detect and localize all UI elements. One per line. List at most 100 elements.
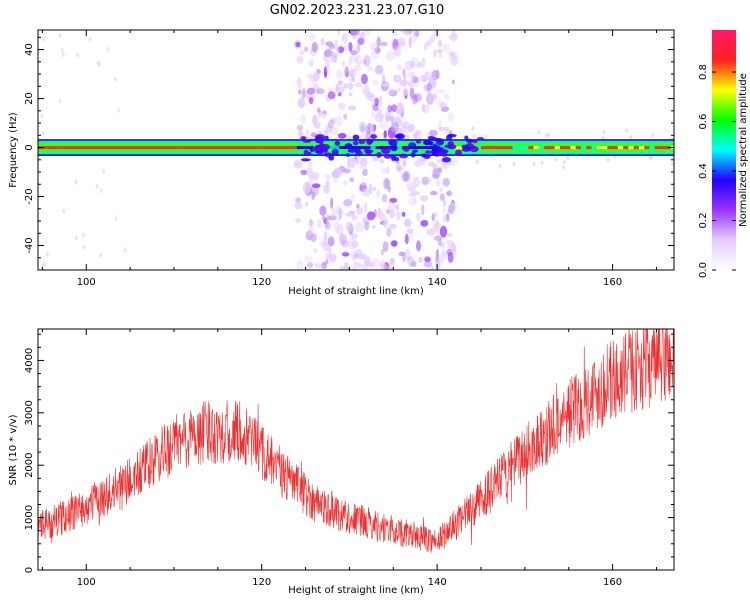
carrier-core xyxy=(496,146,503,150)
spectral-blob xyxy=(377,207,382,219)
carrier-core xyxy=(69,146,76,150)
spectral-blob xyxy=(310,172,320,181)
spectral-blob xyxy=(416,240,421,252)
spectral-blob xyxy=(437,39,443,48)
spectral-blob xyxy=(343,83,348,90)
carrier-blotch xyxy=(345,153,351,157)
y-tick-label: 3000 xyxy=(24,400,35,425)
spectral-blob xyxy=(347,157,351,169)
spectral-blob xyxy=(442,43,450,53)
spectral-blob xyxy=(435,248,440,260)
spectral-blob xyxy=(671,162,674,166)
spectral-blob xyxy=(41,131,45,137)
spectral-blob xyxy=(351,240,359,248)
carrier-blotch xyxy=(432,143,438,149)
carrier-core xyxy=(122,146,128,150)
spectral-blob xyxy=(396,162,401,172)
spectral-blob xyxy=(40,113,44,119)
carrier-core xyxy=(359,146,366,150)
spectral-blob xyxy=(297,97,306,108)
spectral-blob xyxy=(512,162,516,167)
carrier-core xyxy=(138,146,144,150)
colorbar-tick-label: 0.0 xyxy=(698,262,709,278)
spectral-blob xyxy=(325,58,330,70)
carrier-core xyxy=(549,146,555,150)
spectral-blob xyxy=(428,161,436,167)
spectral-blob xyxy=(421,204,425,216)
spectral-blob xyxy=(389,209,395,219)
carrier-core xyxy=(338,146,345,150)
carrier-core xyxy=(264,146,270,150)
carrier-blotch xyxy=(477,137,485,141)
carrier-core xyxy=(354,146,361,150)
spectral-blob xyxy=(335,115,343,127)
spectral-blob xyxy=(441,164,448,169)
spectral-blob xyxy=(296,55,304,64)
spectral-blob xyxy=(418,256,423,263)
spectral-blob xyxy=(625,128,629,133)
spectral-blob xyxy=(383,130,387,139)
spectral-blob xyxy=(409,186,416,193)
carrier-core xyxy=(502,146,508,150)
spectral-blob xyxy=(346,135,352,140)
y-tick-label: 40 xyxy=(24,43,35,56)
spectral-blob xyxy=(398,251,406,257)
carrier-core xyxy=(48,146,55,150)
spectral-blob xyxy=(295,218,302,224)
spectral-blob xyxy=(401,158,405,169)
spectral-blob xyxy=(364,221,370,231)
spectral-blob xyxy=(382,241,389,253)
spectral-blob xyxy=(451,245,457,256)
spectral-blob xyxy=(344,212,354,217)
spectral-blob xyxy=(323,230,328,242)
spectral-blob xyxy=(438,120,442,132)
spectral-blob xyxy=(296,260,304,270)
carrier-blotch xyxy=(410,151,416,158)
spectral-blob xyxy=(348,41,353,52)
spectral-blob xyxy=(300,169,308,175)
spectral-blob xyxy=(383,177,391,190)
spectral-blob xyxy=(354,55,363,66)
spectral-blob xyxy=(324,221,331,230)
spectral-blob xyxy=(431,220,440,232)
carrier-blotch xyxy=(415,140,422,144)
carrier-blotch xyxy=(358,140,366,145)
spectral-blob xyxy=(316,88,325,95)
spectral-blob xyxy=(323,183,330,195)
spectral-blob xyxy=(341,252,350,257)
spectral-blob xyxy=(294,202,303,210)
spectral-blob xyxy=(386,227,392,237)
spectral-blob xyxy=(106,46,110,52)
colorbar-tick-label: 0.8 xyxy=(698,64,709,80)
carrier-blotch xyxy=(447,144,457,150)
spectral-blob xyxy=(313,123,321,128)
spectral-blob xyxy=(361,133,371,139)
spectral-blob xyxy=(380,167,387,174)
snr-x-label: Height of straight line (km) xyxy=(288,585,424,596)
spectral-blob xyxy=(380,248,385,256)
spectral-blob xyxy=(349,157,356,169)
spectral-blob xyxy=(378,96,382,103)
spectral-blob xyxy=(313,263,323,269)
y-tick-label: 0 xyxy=(24,567,35,573)
spectral-blob xyxy=(321,215,327,221)
spectral-blob xyxy=(349,177,355,183)
carrier-core xyxy=(591,146,598,150)
spectral-blob xyxy=(354,221,364,233)
colorbar-tick-label: 0.4 xyxy=(698,163,709,179)
carrier-blotch xyxy=(390,145,398,152)
carrier-blotch xyxy=(320,144,331,150)
carrier-core xyxy=(523,146,529,150)
spectral-blob xyxy=(449,158,459,167)
spectral-blob xyxy=(416,61,423,69)
spectral-blob xyxy=(337,46,345,54)
spectral-blob xyxy=(331,52,339,58)
carrier-blotch xyxy=(307,151,312,156)
spectrogram-y-label: Frequency (Hz) xyxy=(8,112,19,188)
spectral-blob xyxy=(347,105,357,111)
carrier-core xyxy=(159,146,165,150)
spectral-blob xyxy=(325,259,329,265)
spectral-blob xyxy=(413,93,422,102)
spectral-blob xyxy=(306,167,314,177)
